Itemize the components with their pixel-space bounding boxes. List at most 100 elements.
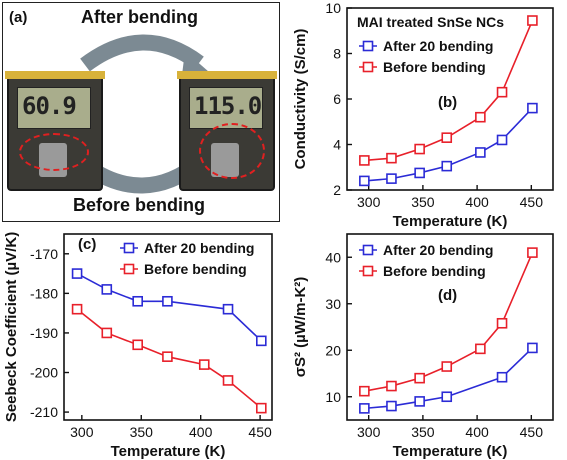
x-axis-label: Temperature (K): [393, 443, 508, 460]
data-point: [527, 102, 538, 114]
x-axis-label: Temperature (K): [393, 213, 508, 230]
legend-marker: [362, 61, 374, 73]
meter-reading-right: 115.0: [194, 92, 262, 120]
legend-marker: [362, 244, 374, 256]
data-point: [441, 132, 453, 143]
y-tick-label: 10: [325, 389, 341, 405]
data-point: [101, 284, 113, 295]
x-tick-label: 450: [520, 194, 544, 210]
legend-label: Before bending: [144, 261, 247, 277]
meter-reading-left: 60.9: [22, 92, 77, 120]
bending-photo-panel: (a) After bending Before bending 60.9 11…: [2, 2, 280, 222]
panel-letter: (b): [438, 94, 457, 111]
data-point: [386, 173, 397, 184]
y-tick-label: -180: [30, 285, 58, 301]
data-point: [441, 160, 453, 172]
multimeter-left: 60.9: [5, 71, 105, 191]
panel-letter: (c): [78, 236, 96, 253]
data-point: [198, 359, 210, 370]
data-point: [475, 111, 486, 123]
data-point: [162, 351, 173, 362]
meter-frame: [5, 71, 105, 79]
data-point: [414, 396, 425, 407]
chart-c: 300 350 400 450 -210 -200 -190 -180 -170 Temperat…: [3, 232, 273, 460]
data-point: [359, 175, 370, 187]
data-point: [414, 143, 425, 155]
x-tick-label: 450: [520, 424, 544, 440]
legend-marker: [362, 265, 374, 277]
data-point: [527, 15, 538, 26]
data-point: [475, 147, 486, 158]
y-tick-label: 2: [333, 182, 341, 198]
legend-label: After 20 bending: [383, 242, 493, 258]
legend-label: After 20 bending: [144, 240, 254, 256]
y-tick-label: 30: [325, 296, 341, 312]
x-tick-label: 300: [357, 424, 381, 440]
data-point: [222, 303, 234, 315]
chart-b: 300 350 400 450 2 4 6 8 10 Temperature (K) Conduct…: [292, 0, 554, 230]
x-tick-label: 300: [70, 424, 94, 440]
data-point: [527, 342, 538, 354]
chart-title: MAI treated SnSe NCs: [357, 14, 504, 30]
y-tick-label: 4: [333, 137, 341, 153]
legend-label: Before bending: [383, 263, 486, 279]
legend-marker: [362, 40, 374, 52]
data-point: [132, 339, 143, 351]
data-point: [441, 391, 453, 403]
plot-frame: [346, 233, 554, 421]
y-axis-label: Seebeck Coefficient (µV/K): [3, 232, 20, 422]
sample-highlight-right: [199, 123, 265, 179]
data-point: [496, 86, 508, 98]
x-tick-label: 350: [411, 194, 435, 210]
data-point: [162, 295, 173, 307]
panel-letter: (d): [438, 287, 457, 304]
data-point: [101, 327, 113, 339]
data-point: [441, 361, 453, 372]
y-tick-label: -190: [30, 325, 58, 341]
panel-a-letter: (a): [9, 9, 28, 26]
y-tick-label: 6: [333, 91, 341, 107]
x-tick-label: 350: [411, 424, 435, 440]
data-point: [386, 400, 397, 412]
data-point: [256, 402, 267, 414]
x-tick-label: 450: [248, 424, 272, 440]
data-point: [386, 380, 397, 392]
data-point: [496, 317, 508, 329]
legend-marker: [123, 242, 135, 254]
data-point: [527, 247, 538, 258]
chart-d: 300 350 400 450 10 20 30 40 Temperature (K) σS² (…: [292, 233, 554, 460]
data-point: [71, 268, 83, 279]
legend-label: Before bending: [383, 59, 486, 75]
y-axis-label: Conductivity (S/cm): [292, 29, 309, 170]
y-tick-label: 40: [325, 249, 341, 265]
data-point: [475, 343, 486, 355]
after-bending-label: After bending: [81, 7, 198, 27]
x-tick-label: 350: [130, 424, 154, 440]
before-bending-label: Before bending: [73, 195, 206, 215]
data-point: [414, 372, 425, 384]
data-point: [222, 375, 234, 386]
y-tick-label: -170: [30, 246, 58, 262]
data-point: [386, 152, 397, 164]
y-tick-label: -210: [30, 404, 58, 420]
data-point: [132, 295, 143, 307]
data-point: [71, 303, 83, 315]
sample-highlight-left: [19, 133, 89, 171]
data-point: [496, 134, 508, 146]
data-point: [496, 371, 508, 383]
data-point: [414, 167, 425, 179]
x-tick-label: 300: [357, 194, 381, 210]
y-tick-label: -200: [30, 365, 58, 381]
meter-frame: [177, 71, 277, 79]
legend-marker: [123, 263, 135, 275]
y-axis-label: σS² (µW/m-K²): [292, 277, 309, 378]
y-tick-label: 10: [325, 0, 341, 16]
data-point: [359, 155, 370, 166]
data-point: [359, 385, 370, 397]
plot-frame: [63, 233, 273, 421]
data-point: [256, 335, 267, 347]
x-tick-label: 400: [189, 424, 213, 440]
y-tick-label: 20: [325, 342, 341, 358]
data-point: [359, 403, 370, 414]
x-axis-label: Temperature (K): [111, 443, 226, 460]
